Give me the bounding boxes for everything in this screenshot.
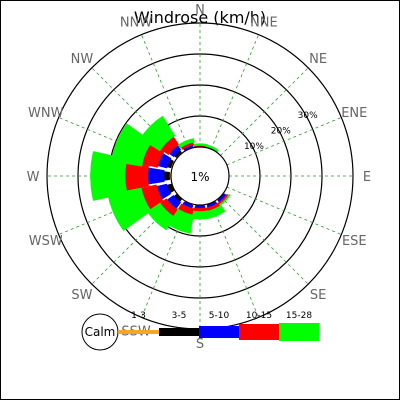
wind-petals	[90, 115, 231, 234]
grid-spoke	[210, 202, 259, 318]
ring-labels: 10% 20% 30%	[244, 111, 318, 152]
grid-spoke	[226, 117, 342, 166]
legend-swatch-15-28	[279, 323, 319, 341]
petal-wnw-bin-5	[110, 123, 153, 167]
grid-spoke	[226, 186, 342, 235]
legend-swatch-1-3	[118, 330, 159, 334]
direction-label-nne: NNE	[250, 16, 278, 31]
calm-percent-label: 1%	[190, 170, 209, 184]
direction-label-ese: ESE	[342, 234, 367, 249]
direction-label-ne: NE	[309, 52, 327, 67]
legend-calm-label: Calm	[85, 325, 116, 339]
legend-label-5-10: 5-10	[209, 311, 230, 321]
direction-label-se: SE	[310, 288, 326, 303]
petal-w-bin-5	[90, 151, 128, 201]
legend-swatch-3-5	[159, 328, 199, 336]
direction-label-nw: NW	[71, 52, 94, 67]
direction-label-ene: ENE	[341, 106, 367, 121]
grid-spoke	[220, 196, 309, 285]
direction-label-sw: SW	[71, 288, 92, 303]
grid-spoke	[141, 34, 190, 150]
chart-title: Windrose (km/h)	[134, 8, 266, 27]
legend-swatch-10-15	[239, 324, 279, 340]
legend-label-15-28: 15-28	[286, 311, 312, 321]
legend-label-1-3: 1-3	[131, 311, 146, 321]
petal-w-bin-4	[124, 161, 150, 191]
ring-label: 20%	[271, 127, 291, 137]
direction-label-w: W	[27, 170, 40, 185]
direction-label-e: E	[363, 170, 371, 185]
ring-label: 30%	[298, 111, 318, 121]
polar-grid	[46, 22, 354, 330]
petal-nw-bin-5	[139, 115, 176, 152]
petal-w-bin-2	[163, 171, 170, 181]
ring-label: 10%	[244, 142, 264, 152]
legend: Calm 1-3 3-5 5-10 10-15 15-28	[81, 311, 319, 351]
legend-label-10-15: 10-15	[246, 311, 272, 321]
legend-swatch-5-10	[199, 326, 239, 338]
petal-nnw-bin-5	[177, 138, 195, 149]
grid-spoke	[220, 67, 309, 156]
petal-w-bin-3	[147, 167, 165, 185]
petal-n-bin-5	[192, 143, 208, 147]
direction-label-nnw: NNW	[120, 16, 152, 31]
legend-label-3-5: 3-5	[172, 311, 187, 321]
direction-label-wsw: WSW	[29, 234, 63, 249]
direction-label-wnw: WNW	[28, 106, 64, 121]
direction-label-n: N	[195, 3, 205, 18]
calm-circle	[170, 146, 230, 206]
calm-center: 1%	[170, 146, 230, 206]
direction-label-s: S	[196, 337, 204, 352]
grid-spoke	[210, 34, 259, 150]
